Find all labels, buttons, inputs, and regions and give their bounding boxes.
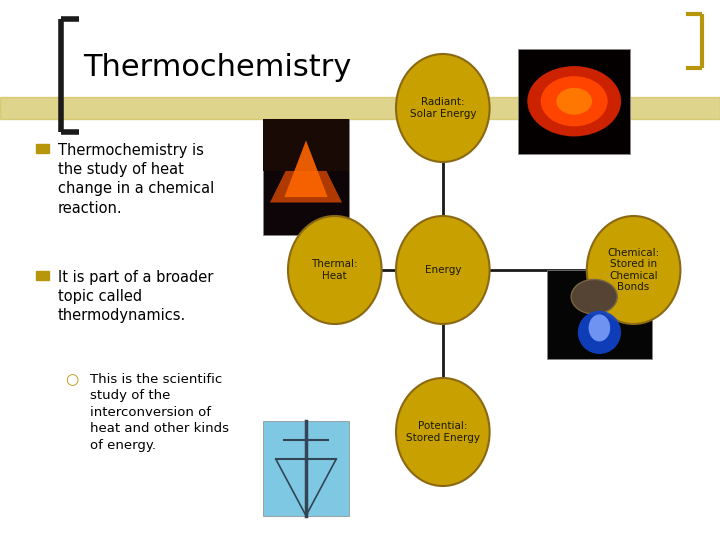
Bar — [518, 49, 630, 154]
Circle shape — [557, 88, 592, 114]
Text: Thermochemistry is
the study of heat
change in a chemical
reaction.: Thermochemistry is the study of heat cha… — [58, 143, 214, 215]
Bar — [547, 270, 652, 359]
Ellipse shape — [396, 378, 490, 486]
Text: ○: ○ — [65, 373, 78, 388]
Ellipse shape — [396, 54, 490, 162]
Text: Chemical:
Stored in
Chemical
Bonds: Chemical: Stored in Chemical Bonds — [608, 248, 660, 292]
Circle shape — [571, 280, 617, 314]
Bar — [36, 271, 49, 280]
Bar — [263, 421, 349, 516]
Bar — [263, 119, 349, 235]
Ellipse shape — [288, 216, 382, 324]
Text: Radiant:
Solar Energy: Radiant: Solar Energy — [410, 97, 476, 119]
Text: Energy: Energy — [425, 265, 461, 275]
Text: Thermal:
Heat: Thermal: Heat — [312, 259, 358, 281]
Ellipse shape — [589, 314, 610, 341]
Polygon shape — [270, 130, 342, 202]
Ellipse shape — [396, 216, 490, 324]
Bar — [0, 97, 720, 119]
Bar — [263, 119, 349, 171]
Polygon shape — [284, 140, 328, 197]
Text: Potential:
Stored Energy: Potential: Stored Energy — [406, 421, 480, 443]
Ellipse shape — [587, 216, 680, 324]
Circle shape — [527, 66, 621, 137]
Text: Thermochemistry: Thermochemistry — [83, 53, 351, 82]
Bar — [36, 144, 49, 153]
Ellipse shape — [577, 311, 621, 354]
Text: It is part of a broader
topic called
thermodynamics.: It is part of a broader topic called the… — [58, 270, 213, 323]
Circle shape — [541, 76, 608, 126]
Text: This is the scientific
study of the
interconversion of
heat and other kinds
of e: This is the scientific study of the inte… — [90, 373, 229, 451]
